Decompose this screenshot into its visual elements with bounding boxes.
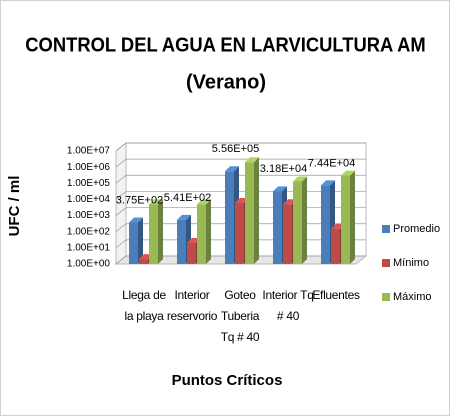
bar-side (158, 199, 163, 264)
bar (225, 171, 234, 264)
legend-swatch (382, 293, 390, 301)
grid-line (115, 174, 366, 184)
bar-top (293, 176, 307, 182)
data-label: 5.56E+05 (212, 143, 259, 155)
bar-top (341, 170, 355, 176)
x-tick-label: Efluentes (312, 288, 360, 302)
bar-top (149, 199, 163, 205)
grid-line (115, 142, 366, 152)
bar-top (177, 214, 191, 220)
bar (129, 222, 138, 264)
bar (341, 175, 350, 264)
bar-side (138, 217, 143, 264)
legend-label: Promedio (393, 223, 440, 235)
bar-side (302, 176, 307, 264)
y-tick-label: 1.00E+02 (67, 226, 111, 237)
bar (331, 228, 340, 264)
bar-side (254, 157, 259, 264)
legend-swatch (382, 225, 390, 233)
y-tick-label: 1.00E+05 (67, 178, 111, 189)
y-tick-label: 1.00E+07 (67, 146, 111, 157)
bar-top (321, 180, 335, 186)
y-tick-label: 1.00E+00 (67, 259, 111, 270)
bar (293, 181, 302, 264)
x-tick-label: Interior Tq # 40 (262, 288, 314, 323)
y-tick-label: 1.00E+01 (67, 242, 111, 253)
bar (197, 204, 206, 264)
y-axis-title: UFC / ml (6, 176, 23, 237)
legend-label: Máximo (393, 291, 432, 303)
y-tick-label: 1.00E+04 (67, 194, 111, 205)
bar (139, 259, 148, 264)
bar-top (197, 199, 211, 205)
y-tick-label: 1.00E+06 (67, 162, 111, 173)
x-tick-label: Goteo Tuberia Tq # 40 (220, 288, 260, 344)
bar-top (225, 166, 239, 172)
x-tick-label: Interior reservorio (166, 288, 218, 323)
bar (235, 203, 244, 264)
bar (273, 191, 282, 264)
x-tick-label: Llega de la playa (122, 288, 166, 323)
data-label: 5.41E+02 (164, 192, 211, 204)
grid-line (115, 158, 366, 168)
legend-swatch (382, 259, 390, 267)
chart-subtitle: (Verano) (186, 71, 266, 93)
legend-label: Mínimo (393, 257, 429, 269)
bar (177, 219, 186, 264)
bar (149, 204, 158, 264)
data-label: 7.44E+04 (308, 157, 355, 169)
bar (321, 185, 330, 264)
data-label: 3.18E+04 (260, 163, 307, 175)
data-label: 3.75E+02 (116, 194, 163, 206)
bar-top (273, 186, 287, 192)
bar (245, 162, 254, 264)
bar-top (245, 157, 259, 163)
bar-top (129, 217, 143, 223)
y-tick-label: 1.00E+03 (67, 210, 111, 221)
bar-side (206, 199, 211, 264)
bar (283, 204, 292, 264)
chart-title: CONTROL DEL AGUA EN LARVICULTURA AM (25, 35, 425, 57)
bar-side (350, 170, 355, 264)
x-axis-title: Puntos Críticos (172, 372, 283, 389)
bar (187, 242, 196, 264)
